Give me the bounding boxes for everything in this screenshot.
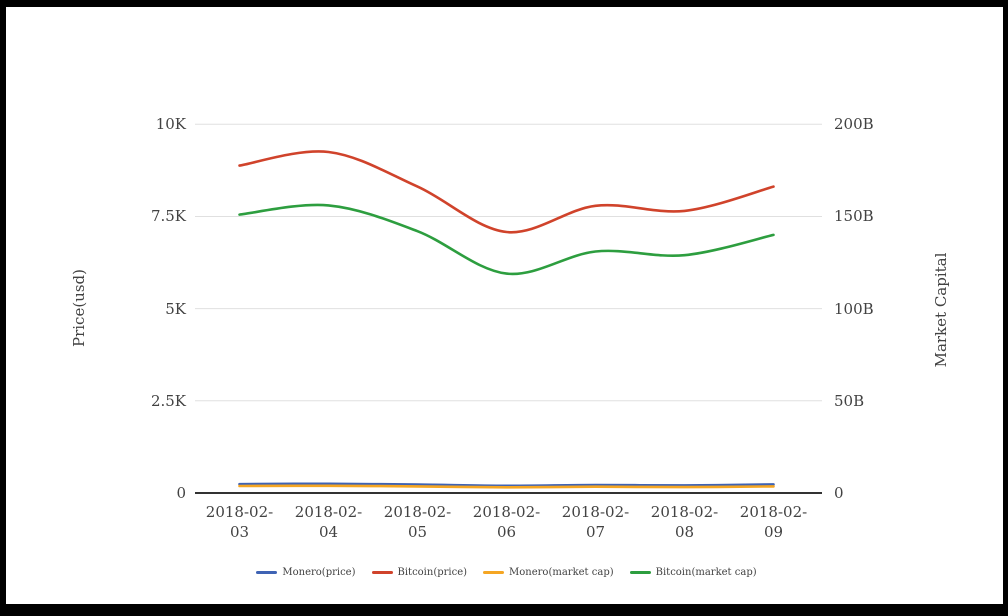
- legend-item-bitcoin-market-cap-[interactable]: Bitcoin(market cap): [629, 567, 757, 578]
- legend-item-monero-price-[interactable]: Monero(price): [256, 567, 356, 578]
- right-tick-label: 0: [834, 484, 844, 502]
- left-tick-label: 10K: [155, 115, 186, 134]
- left-tick-label: 5K: [165, 299, 186, 318]
- legend-swatch-icon: [629, 571, 651, 574]
- series-line-bitcoin-market-cap-: [238, 203, 775, 276]
- x-tick-label: 2018-02- 03: [205, 503, 274, 541]
- x-tick-label: 2018-02- 08: [650, 503, 719, 541]
- legend: Monero(price) Bitcoin(price) Monero(market…: [195, 567, 818, 578]
- legend-label: Monero(market cap): [509, 567, 614, 578]
- right-axis-title: Market Capital: [932, 252, 950, 368]
- series-line-monero-price-: [238, 482, 775, 488]
- legend-item-monero-market-cap-[interactable]: Monero(market cap): [483, 567, 614, 578]
- legend-label: Monero(price): [282, 567, 356, 578]
- legend-item-bitcoin-price-[interactable]: Bitcoin(price): [371, 567, 468, 578]
- x-tick-label: 2018-02- 06: [472, 503, 541, 541]
- right-tick-label: 50B: [834, 391, 865, 410]
- left-tick-label: 2.5K: [150, 391, 186, 410]
- legend-swatch-icon: [371, 571, 393, 574]
- right-tick-label: 150B: [834, 207, 874, 226]
- x-tick-label: 2018-02- 04: [294, 503, 363, 541]
- left-axis-title: Price(usd): [70, 268, 88, 348]
- legend-swatch-icon: [483, 571, 505, 574]
- left-tick-label: 7.5K: [150, 207, 186, 226]
- series-line-bitcoin-price-: [238, 150, 775, 234]
- legend-swatch-icon: [256, 571, 278, 574]
- right-tick-label: 100B: [834, 299, 874, 318]
- x-tick-label: 2018-02- 07: [561, 503, 630, 541]
- x-tick-label: 2018-02- 09: [739, 503, 808, 541]
- legend-label: Bitcoin(price): [397, 567, 468, 578]
- right-tick-label: 200B: [834, 115, 874, 134]
- left-tick-label: 0: [176, 484, 186, 502]
- series-line-monero-market-cap-: [238, 484, 775, 489]
- legend-label: Bitcoin(market cap): [655, 567, 757, 578]
- x-tick-label: 2018-02- 05: [383, 503, 452, 541]
